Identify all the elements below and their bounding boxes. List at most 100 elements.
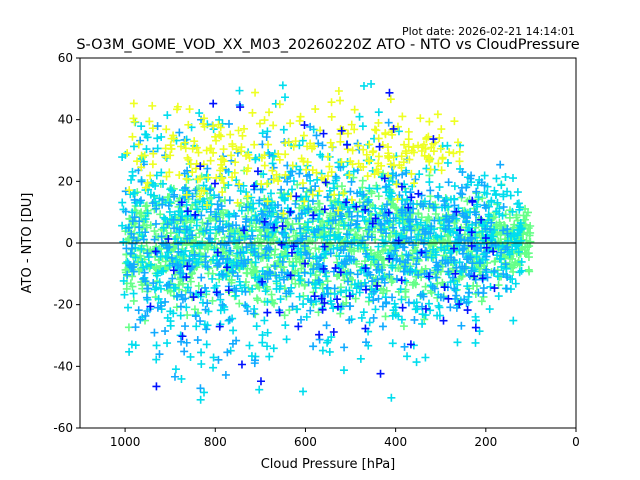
scatter-point xyxy=(371,214,380,223)
scatter-point xyxy=(416,200,425,209)
scatter-point xyxy=(374,294,383,303)
scatter-point xyxy=(206,156,215,165)
scatter-point xyxy=(379,256,388,265)
scatter-point xyxy=(266,189,275,198)
scatter-point xyxy=(347,240,356,249)
scatter-point xyxy=(359,308,368,317)
scatter-point xyxy=(497,262,506,271)
scatter-point xyxy=(370,125,379,134)
scatter-point xyxy=(510,237,519,246)
y-tick-label: -20 xyxy=(53,298,73,312)
scatter-point xyxy=(319,264,328,273)
scatter-point xyxy=(296,112,305,121)
scatter-point xyxy=(512,211,521,220)
scatter-point xyxy=(407,233,416,242)
scatter-point xyxy=(260,217,269,226)
scatter-point xyxy=(492,251,501,260)
scatter-point xyxy=(429,245,438,254)
scatter-point xyxy=(406,188,415,197)
scatter-point xyxy=(149,279,158,288)
scatter-point xyxy=(166,307,175,316)
scatter-point xyxy=(336,163,345,172)
scatter-point xyxy=(261,287,270,296)
scatter-point xyxy=(141,183,150,192)
scatter-point xyxy=(400,342,409,351)
scatter-point xyxy=(204,173,213,182)
scatter-point xyxy=(281,138,290,147)
scatter-point xyxy=(175,171,184,180)
scatter-point xyxy=(153,122,162,131)
scatter-point xyxy=(385,88,394,97)
scatter-point xyxy=(164,235,173,244)
scatter-point xyxy=(139,235,148,244)
scatter-point xyxy=(225,232,234,241)
scatter-point xyxy=(394,127,403,136)
scatter-point xyxy=(357,282,366,291)
scatter-point xyxy=(148,160,157,169)
scatter-point xyxy=(347,247,356,256)
scatter-point xyxy=(420,151,429,160)
scatter-point xyxy=(462,255,471,264)
scatter-point xyxy=(446,249,455,258)
scatter-point xyxy=(506,191,515,200)
scatter-point xyxy=(136,136,145,145)
scatter-point xyxy=(157,232,166,241)
scatter-point xyxy=(129,263,138,272)
scatter-point xyxy=(416,290,425,299)
scatter-point xyxy=(425,199,434,208)
scatter-point xyxy=(123,270,132,279)
scatter-point xyxy=(143,284,152,293)
scatter-point xyxy=(305,254,314,263)
scatter-point xyxy=(259,170,268,179)
scatter-point xyxy=(215,259,224,268)
scatter-point xyxy=(202,325,211,334)
scatter-point xyxy=(385,254,394,263)
scatter-point xyxy=(228,221,237,230)
scatter-point xyxy=(212,136,221,145)
scatter-point xyxy=(302,172,311,181)
scatter-point xyxy=(365,140,374,149)
scatter-point xyxy=(299,131,308,140)
scatter-point xyxy=(514,199,523,208)
scatter-point xyxy=(146,221,155,230)
scatter-point xyxy=(289,262,298,271)
scatter-point xyxy=(431,231,440,240)
scatter-point xyxy=(226,130,235,139)
scatter-point xyxy=(347,212,356,221)
scatter-point xyxy=(396,285,405,294)
scatter-point xyxy=(467,171,476,180)
scatter-point xyxy=(129,289,138,298)
scatter-point xyxy=(209,99,218,108)
scatter-point xyxy=(421,282,430,291)
scatter-point xyxy=(198,218,207,227)
scatter-point xyxy=(204,242,213,251)
scatter-point xyxy=(361,257,370,266)
scatter-point xyxy=(157,267,166,276)
scatter-point xyxy=(269,236,278,245)
scatter-point xyxy=(359,201,368,210)
scatter-point xyxy=(265,267,274,276)
scatter-point xyxy=(121,265,130,274)
scatter-point xyxy=(412,260,421,269)
scatter-point xyxy=(378,302,387,311)
scatter-point xyxy=(118,198,127,207)
scatter-point xyxy=(292,192,301,201)
scatter-point xyxy=(176,302,185,311)
scatter-point xyxy=(478,274,487,283)
scatter-point xyxy=(196,240,205,249)
scatter-point xyxy=(297,209,306,218)
scatter-point xyxy=(333,302,342,311)
scatter-point xyxy=(425,117,434,126)
scatter-point xyxy=(250,182,259,191)
scatter-point xyxy=(463,282,472,291)
scatter-point xyxy=(229,326,238,335)
scatter-point xyxy=(450,218,459,227)
scatter-point xyxy=(152,283,161,292)
scatter-point xyxy=(393,194,402,203)
scatter-point xyxy=(467,228,476,237)
scatter-point xyxy=(521,204,530,213)
scatter-point xyxy=(513,231,522,240)
scatter-point xyxy=(280,196,289,205)
scatter-point xyxy=(360,216,369,225)
scatter-point xyxy=(353,189,362,198)
